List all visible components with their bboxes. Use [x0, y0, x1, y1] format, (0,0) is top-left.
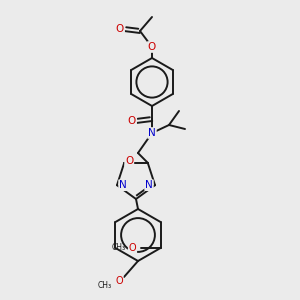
Text: N: N — [119, 180, 127, 190]
Text: CH₃: CH₃ — [98, 280, 112, 290]
Text: N: N — [148, 128, 156, 138]
Text: CH₃: CH₃ — [111, 244, 125, 253]
Text: O: O — [116, 24, 124, 34]
Text: O: O — [125, 156, 134, 166]
Text: O: O — [115, 276, 123, 286]
Text: O: O — [129, 243, 136, 253]
Text: N: N — [145, 180, 153, 190]
Text: O: O — [148, 42, 156, 52]
Text: O: O — [128, 116, 136, 126]
